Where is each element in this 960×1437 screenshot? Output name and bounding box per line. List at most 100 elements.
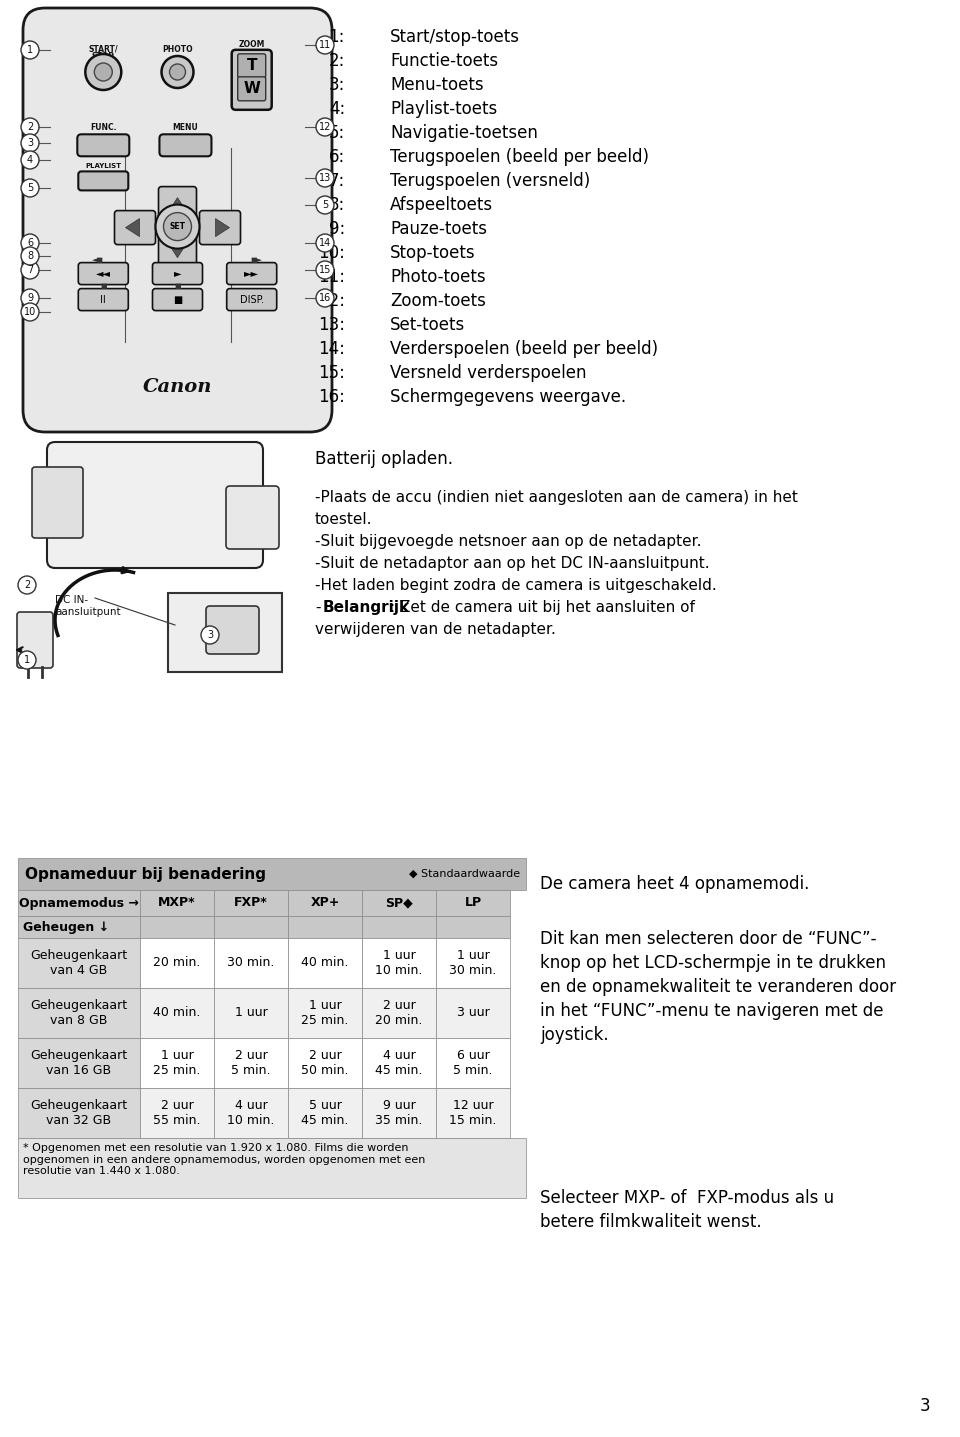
Text: -Sluit de netadaptor aan op het DC IN-aansluitpunt.: -Sluit de netadaptor aan op het DC IN-aa… (315, 556, 709, 570)
Text: in het “FUNC”-menu te navigeren met de: in het “FUNC”-menu te navigeren met de (540, 1002, 883, 1020)
FancyBboxPatch shape (78, 134, 130, 157)
Bar (288, 1088, 362, 1138)
Polygon shape (215, 218, 229, 237)
Text: Verderspoelen (beeld per beeld): Verderspoelen (beeld per beeld) (390, 341, 659, 358)
Text: 7: 7 (27, 264, 34, 274)
Circle shape (156, 204, 200, 249)
Text: LP: LP (465, 897, 482, 910)
Text: PHOTO: PHOTO (162, 45, 193, 55)
Text: 11:: 11: (318, 267, 345, 286)
FancyBboxPatch shape (206, 606, 259, 654)
Text: SET: SET (170, 223, 185, 231)
Circle shape (21, 262, 39, 279)
Text: : Zet de camera uit bij het aansluiten of: : Zet de camera uit bij het aansluiten o… (390, 601, 695, 615)
Text: FXP*: FXP* (234, 897, 268, 910)
Text: 15: 15 (319, 264, 331, 274)
FancyBboxPatch shape (238, 53, 266, 78)
Circle shape (21, 151, 39, 170)
Bar (18, 938, 140, 989)
FancyBboxPatch shape (79, 171, 129, 190)
FancyBboxPatch shape (227, 289, 276, 310)
Text: Opnameduur bij benadering: Opnameduur bij benadering (25, 867, 266, 881)
Bar (214, 890, 288, 915)
Text: 2: 2 (27, 122, 34, 132)
Text: 9:: 9: (328, 220, 345, 239)
Text: Set-toets: Set-toets (390, 316, 466, 333)
Text: knop op het LCD-schermpje in te drukken: knop op het LCD-schermpje in te drukken (540, 954, 886, 971)
Text: MXP*: MXP* (158, 897, 196, 910)
Text: -Plaats de accu (indien niet aangesloten aan de camera) in het: -Plaats de accu (indien niet aangesloten… (315, 490, 798, 504)
Polygon shape (169, 244, 186, 257)
Text: MENU: MENU (173, 124, 199, 132)
Bar (214, 1038, 288, 1088)
Text: Geheugen ↓: Geheugen ↓ (23, 921, 109, 934)
Text: ►: ► (174, 269, 181, 279)
Bar (436, 938, 510, 989)
Circle shape (170, 65, 185, 80)
Text: 2 uur
50 min.: 2 uur 50 min. (301, 1049, 348, 1076)
FancyBboxPatch shape (158, 187, 197, 221)
Circle shape (316, 170, 334, 187)
Text: 10:: 10: (318, 244, 345, 262)
FancyBboxPatch shape (153, 263, 203, 285)
Circle shape (21, 289, 39, 308)
Text: W: W (243, 82, 260, 96)
Bar (214, 989, 288, 1038)
Text: -: - (315, 601, 321, 615)
Bar (436, 1088, 510, 1138)
Text: 8:: 8: (328, 195, 345, 214)
Text: 1: 1 (27, 45, 33, 55)
Text: 6: 6 (27, 239, 33, 249)
Bar (140, 915, 214, 938)
Text: PLAYLIST: PLAYLIST (85, 164, 121, 170)
Bar (140, 938, 214, 989)
Circle shape (85, 55, 121, 91)
Text: Playlist-toets: Playlist-toets (390, 101, 497, 118)
Bar (288, 989, 362, 1038)
Text: 9: 9 (27, 293, 33, 303)
Text: Canon: Canon (143, 378, 212, 397)
Polygon shape (169, 198, 186, 211)
Circle shape (21, 303, 39, 320)
Text: Belangrijk: Belangrijk (323, 601, 410, 615)
Text: ■►: ■► (251, 257, 263, 263)
Text: ◆ Standaardwaarde: ◆ Standaardwaarde (409, 869, 520, 879)
Text: Stop-toets: Stop-toets (390, 244, 475, 262)
Text: Functie-toets: Functie-toets (390, 52, 498, 70)
Bar (362, 938, 436, 989)
Text: 15:: 15: (318, 364, 345, 382)
Text: * Opgenomen met een resolutie van 1.920 x 1.080. Films die worden
opgenomen in e: * Opgenomen met een resolutie van 1.920 … (23, 1142, 425, 1177)
Bar (436, 915, 510, 938)
FancyBboxPatch shape (32, 467, 83, 537)
Text: Photo-toets: Photo-toets (390, 267, 486, 286)
FancyBboxPatch shape (23, 9, 332, 433)
Bar (436, 890, 510, 915)
Text: 2: 2 (24, 581, 30, 591)
Text: ◄■: ◄■ (92, 257, 105, 263)
Circle shape (163, 213, 191, 240)
Text: II: II (101, 295, 107, 305)
FancyBboxPatch shape (238, 76, 266, 101)
FancyBboxPatch shape (79, 263, 129, 285)
Text: T: T (247, 59, 257, 73)
Text: 1 uur
25 min.: 1 uur 25 min. (301, 999, 348, 1027)
Text: 40 min.: 40 min. (301, 957, 348, 970)
Text: 14:: 14: (318, 341, 345, 358)
FancyBboxPatch shape (168, 593, 282, 673)
Text: XP+: XP+ (310, 897, 340, 910)
Text: ◄◄: ◄◄ (96, 269, 110, 279)
Bar (362, 890, 436, 915)
Text: 40 min.: 40 min. (154, 1006, 201, 1019)
Text: ZOOM: ZOOM (238, 40, 265, 49)
Text: 4 uur
45 min.: 4 uur 45 min. (375, 1049, 422, 1076)
Circle shape (201, 627, 219, 644)
Text: Versneld verderspoelen: Versneld verderspoelen (390, 364, 587, 382)
Text: 2 uur
20 min.: 2 uur 20 min. (375, 999, 422, 1027)
Bar (140, 1088, 214, 1138)
Bar (18, 989, 140, 1038)
Text: 1 uur
30 min.: 1 uur 30 min. (449, 948, 496, 977)
Text: 9 uur
35 min.: 9 uur 35 min. (375, 1099, 422, 1127)
Text: 1 uur: 1 uur (234, 1006, 268, 1019)
Text: De camera heet 4 opnamemodi.: De camera heet 4 opnamemodi. (540, 875, 809, 892)
Circle shape (316, 118, 334, 137)
